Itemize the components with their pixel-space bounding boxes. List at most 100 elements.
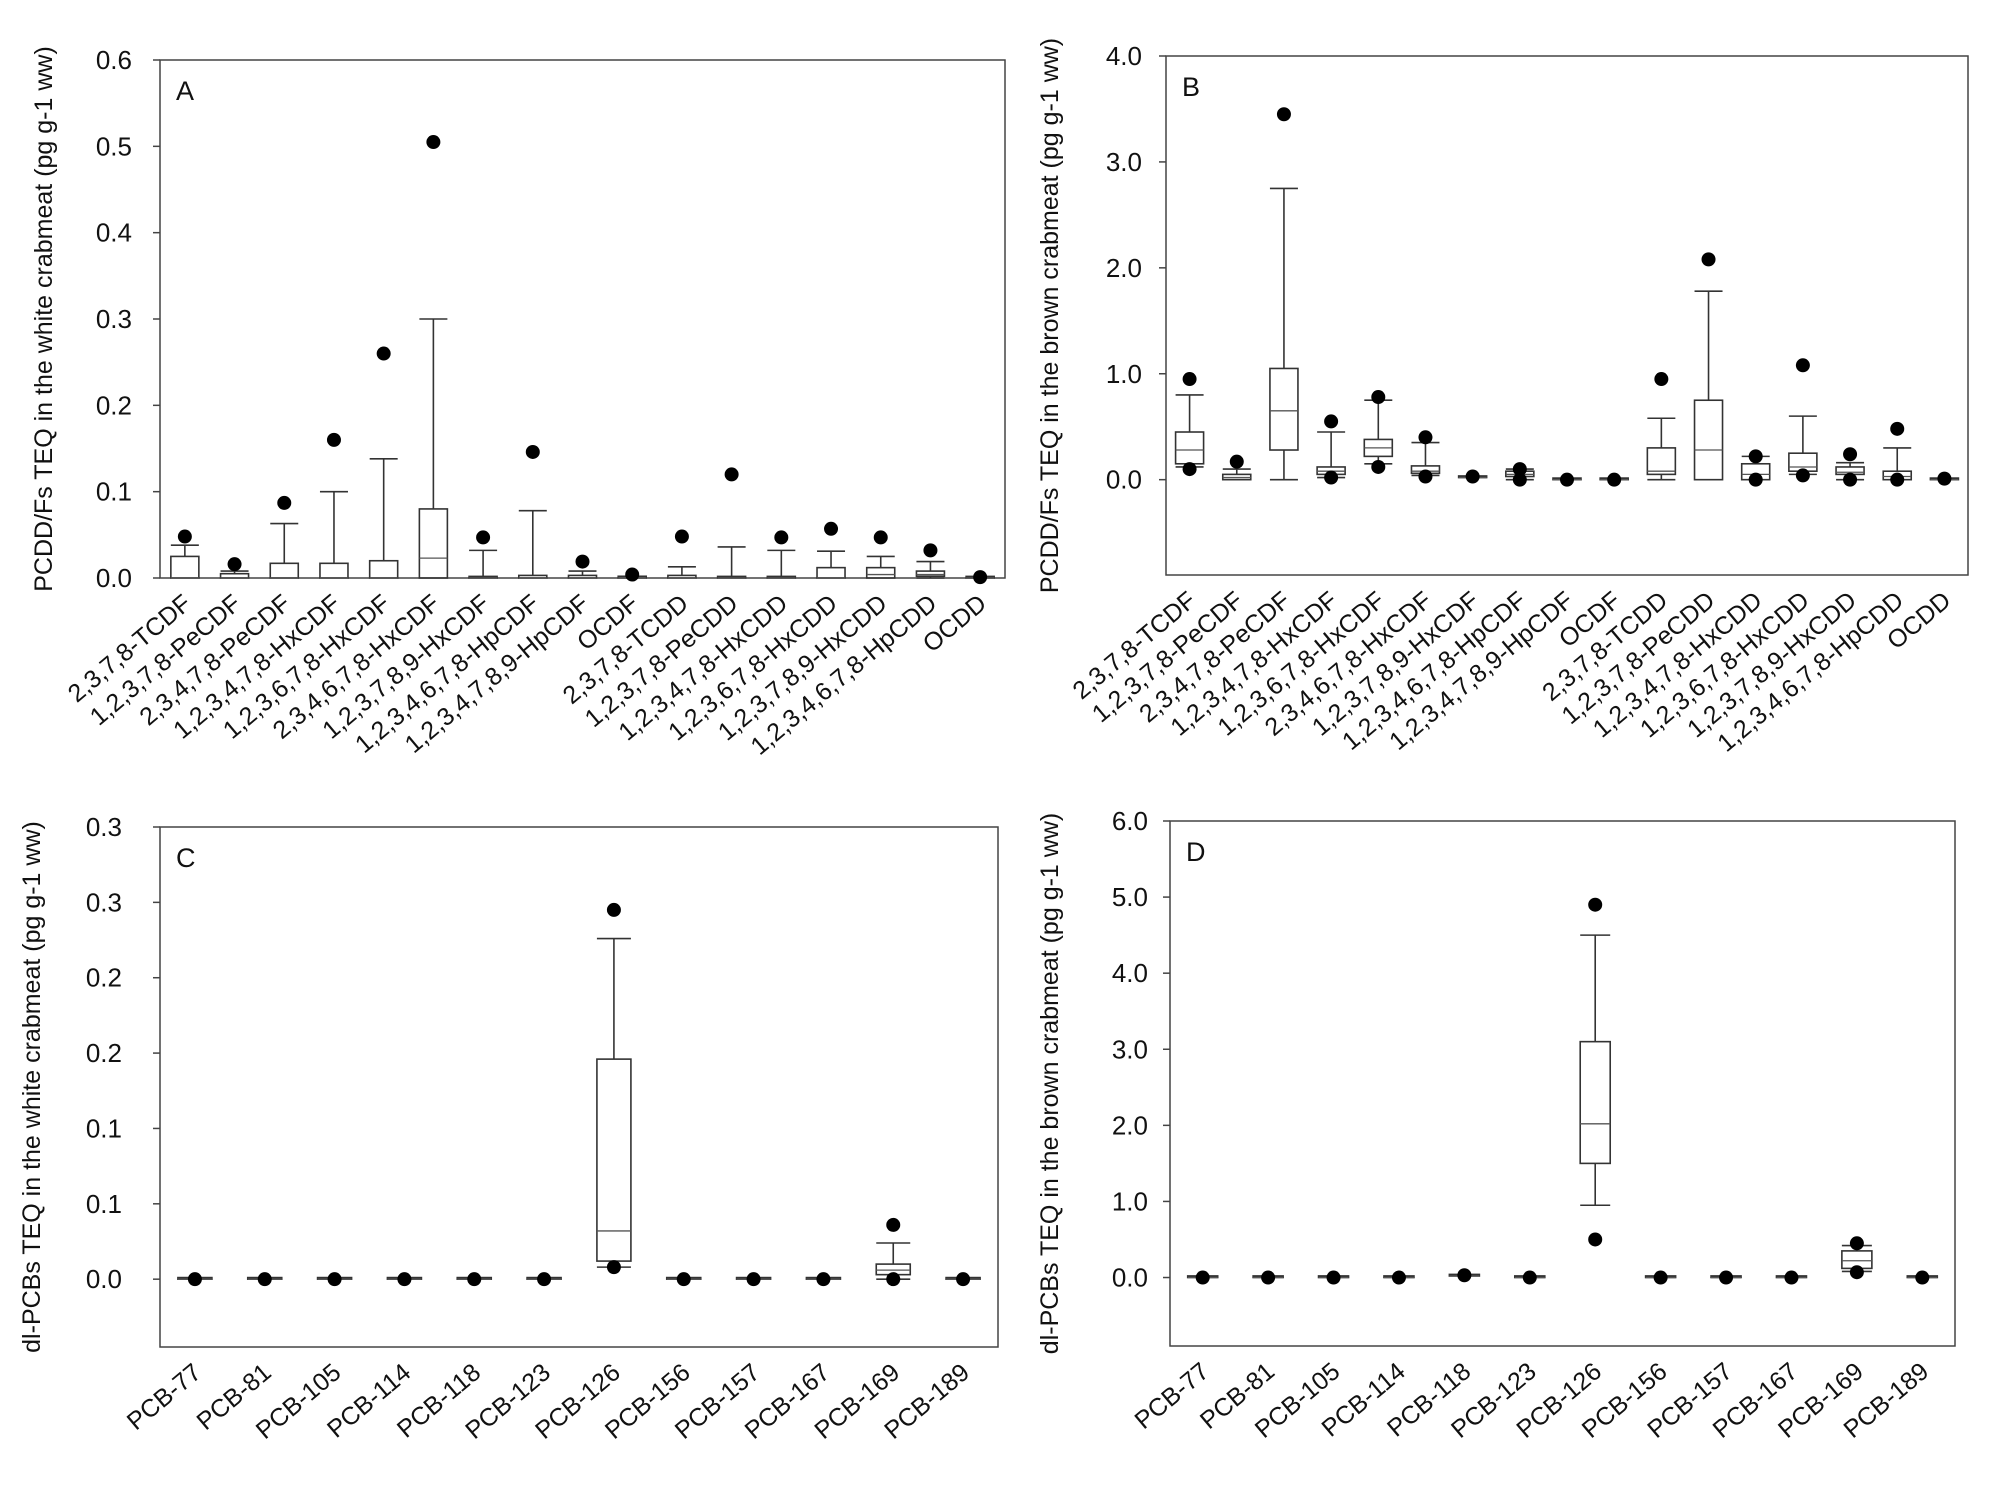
outlier-point	[1890, 472, 1905, 487]
outlier-point	[1937, 471, 1952, 486]
iqr-box	[1269, 367, 1299, 451]
outlier-point	[1701, 252, 1716, 267]
y-tick-label: 0.1	[86, 1189, 122, 1219]
box-1-2-3-7-8-9-hxcdd	[1835, 447, 1865, 487]
outlier-point	[1890, 421, 1905, 436]
y-tick-label: 0.1	[96, 477, 132, 507]
y-tick-label: 0.2	[96, 390, 132, 420]
panel-letter: A	[176, 76, 194, 106]
box-1-2-3-4-6-7-8-hpcdd	[1882, 421, 1913, 487]
outlier-point	[1560, 472, 1574, 487]
box-1-2-3-6-7-8-hxcdf	[368, 346, 399, 579]
outlier-point	[824, 521, 839, 536]
box-1-2-3-6-7-8-hxcdd	[816, 521, 846, 579]
panel-letter: D	[1186, 837, 1206, 867]
iqr-box	[269, 562, 300, 579]
outlier-point	[1324, 414, 1339, 429]
iqr-box	[1646, 447, 1677, 476]
outlier-point	[1324, 470, 1339, 485]
outlier-point	[674, 529, 689, 544]
box-2-3-7-8-tcdf	[170, 529, 200, 579]
outlier-point	[676, 1272, 691, 1287]
plot-frame	[1165, 55, 1969, 576]
y-tick-label: 6.0	[1112, 806, 1148, 836]
outlier-point	[956, 1272, 971, 1287]
outlier-point	[1719, 1270, 1734, 1285]
outlier-point	[227, 557, 242, 572]
outlier-point	[1371, 390, 1386, 405]
box-1-2-3-4-7-8-hxcdd	[766, 530, 797, 579]
outlier-point	[326, 432, 341, 447]
outlier-point	[1748, 472, 1763, 487]
outlier-point	[816, 1272, 831, 1287]
outlier-point	[886, 1272, 901, 1287]
box-ocdf	[617, 567, 648, 582]
box-pcb-118	[456, 1272, 493, 1287]
outlier-point	[774, 530, 789, 545]
x-tick-label-pcb-77: PCB-77	[1130, 1357, 1215, 1435]
box-1-2-3-6-7-8-hxcdd	[1788, 358, 1818, 483]
iqr-box	[915, 570, 946, 578]
outlier-point	[1654, 372, 1669, 387]
y-tick-label: 0.5	[96, 131, 132, 161]
box-pcb-156	[1644, 1270, 1677, 1285]
y-tick-label: 0.0	[86, 1264, 122, 1294]
outlier-point	[1843, 447, 1858, 462]
y-axis-label: PCDD/Fs TEQ in the white crabmeat (pg g-…	[30, 46, 58, 592]
y-tick-label: 0.3	[96, 304, 132, 334]
y-tick-label: 5.0	[1112, 882, 1148, 912]
outlier-point	[1795, 468, 1810, 483]
y-tick-label: 0.3	[86, 812, 122, 842]
iqr-box	[1693, 399, 1724, 481]
outlier-point	[1391, 1270, 1406, 1285]
panel-d: D 0.0 1.0 2.0 3.0 4.0 5.0 6.0 dl-PCBs TEQ in the…	[1036, 806, 1956, 1444]
y-tick-label: 0.0	[1106, 465, 1142, 495]
x-tick-label-pcb-77: PCB-77	[122, 1358, 207, 1436]
outlier-point	[1588, 897, 1603, 912]
outlier-point	[1182, 372, 1197, 387]
outlier-point	[873, 530, 888, 545]
outlier-point	[1849, 1265, 1864, 1280]
y-tick-label: 1.0	[1112, 1186, 1148, 1216]
y-tick-label: 3.0	[1106, 147, 1142, 177]
outlier-point	[376, 346, 391, 361]
box-1-2-3-4-7-8-hxcdd	[1740, 449, 1771, 487]
y-tick-label: 4.0	[1112, 958, 1148, 988]
box-2-3-7-8-tcdd	[667, 529, 697, 579]
box-pcb-167	[1775, 1270, 1808, 1285]
iqr-box	[368, 559, 399, 579]
y-tick-label: 0.4	[96, 218, 132, 248]
y-tick-label: 1.0	[1106, 359, 1142, 389]
box-pcb-157	[735, 1272, 772, 1287]
y-tick-label: 2.0	[1112, 1110, 1148, 1140]
outlier-point	[1843, 472, 1858, 487]
box-2-3-4-6-7-8-hxcdf	[418, 135, 449, 579]
iqr-box	[865, 566, 896, 579]
outlier-point	[886, 1217, 901, 1232]
box-pcb-77	[177, 1272, 213, 1287]
box-1-2-3-7-8-pecdf	[219, 557, 250, 579]
box-1-2-3-4-7-8-9-hpcdf	[567, 554, 598, 579]
outlier-point	[1229, 454, 1244, 469]
outlier-point	[1653, 1270, 1668, 1285]
outlier-point	[1371, 459, 1386, 474]
y-tick-label: 0.0	[96, 563, 132, 593]
outlier-point	[467, 1272, 482, 1287]
box-pcb-123	[526, 1272, 562, 1287]
box-2-3-7-8-tcdd	[1646, 372, 1677, 481]
y-tick-label: 0.6	[96, 45, 132, 75]
y-tick-label: 0.0	[1112, 1263, 1148, 1293]
y-tick-label: 0.2	[86, 1038, 122, 1068]
outlier-point	[1195, 1270, 1210, 1285]
panel-b: B 0.0 1.0 2.0 3.0 4.0 PCDD/Fs TEQ in the brown…	[1036, 38, 1969, 758]
box-2-3-4-7-8-pecdf	[1269, 107, 1299, 481]
iqr-box	[1579, 1040, 1612, 1165]
box-pcb-123	[1513, 1270, 1546, 1285]
y-tick-label: 2.0	[1106, 253, 1142, 283]
outlier-point	[606, 1260, 621, 1275]
outlier-point	[1465, 469, 1480, 484]
panel-letter: B	[1182, 72, 1200, 102]
box-1-2-3-4-6-7-8-hpcdd	[915, 543, 946, 579]
box-1-2-3-7-8-9-hxcdf	[468, 530, 498, 579]
box-1-2-3-7-8-pecdd	[1693, 252, 1724, 481]
